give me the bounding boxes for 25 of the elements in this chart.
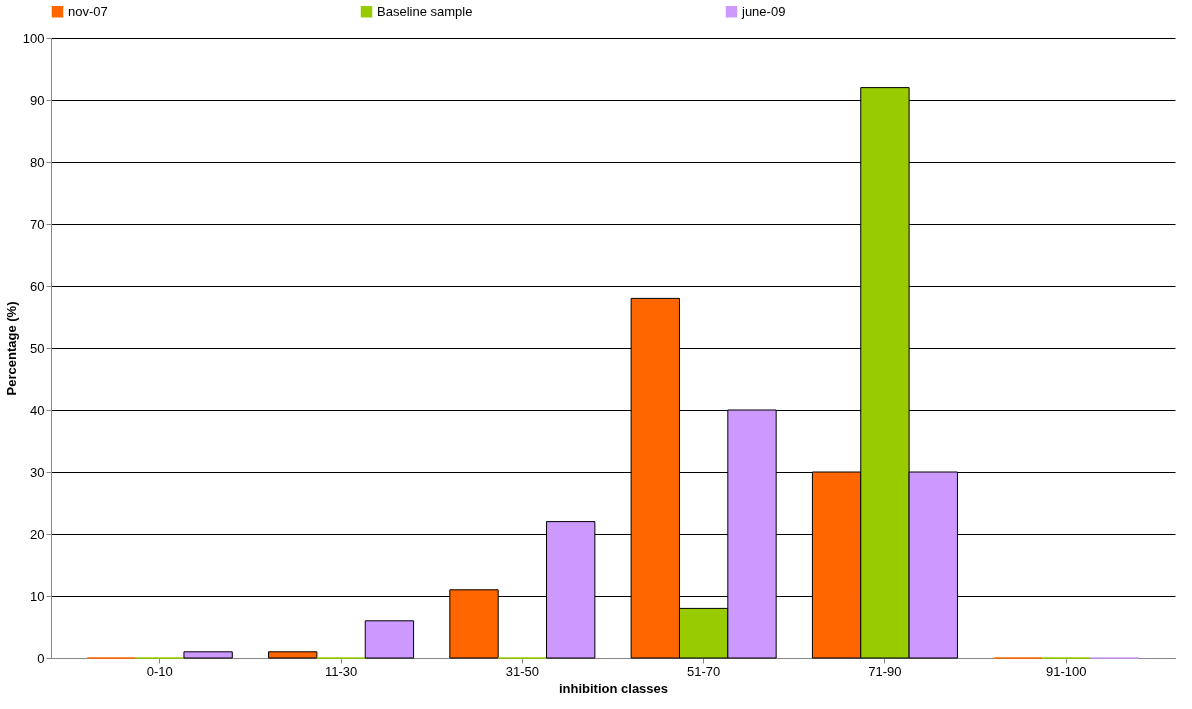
y-tick-label: 40 [30,402,45,418]
x-tick-label: 51-70 [687,663,721,679]
y-tick-label: 20 [30,526,45,542]
y-tick-label: 60 [30,278,45,294]
x-tick-label: 91-100 [1045,663,1087,679]
bar [183,651,233,659]
y-tick-label: 70 [30,216,45,232]
y-tick-label: 0 [37,650,45,666]
legend-label: Baseline sample [377,3,473,19]
bar [364,620,415,659]
y-axis-title: Percentage (%) [3,301,19,396]
y-tick-label: 90 [30,92,45,108]
y-tick-label: 100 [22,30,45,46]
x-tick-label: 11-30 [324,663,358,679]
y-tick-label: 10 [30,588,45,604]
x-axis-title: inhibition classes [558,680,669,696]
x-tick-label: 71-90 [868,663,902,679]
legend-label: nov-07 [68,3,108,19]
x-tick-label: 31-50 [505,663,539,679]
y-tick-label: 30 [30,464,45,480]
legend-label: june-09 [741,3,786,19]
y-tick-label: 80 [30,154,45,170]
bar [268,651,318,659]
x-tick-label: 0-10 [146,663,173,679]
y-tick-label: 50 [30,340,45,356]
